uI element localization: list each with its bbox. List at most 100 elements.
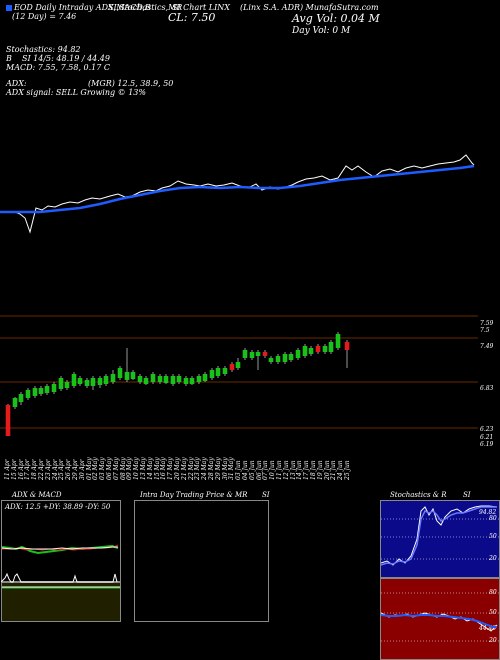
price-tick-3: 7.49: [480, 343, 494, 350]
candle-body: [189, 378, 195, 384]
candle-body: [97, 378, 103, 385]
candle-body: [275, 356, 281, 362]
candle-body: [308, 348, 314, 354]
candle-body: [344, 342, 350, 350]
stoch-panel-title: Stochastics & R: [390, 491, 447, 499]
macd-lines: [2, 586, 120, 589]
candle-body: [51, 384, 57, 392]
adx-label: ADX:: [6, 79, 27, 88]
candle-body: [295, 350, 301, 358]
intraday-panel-title-b: SI: [262, 491, 270, 499]
date-label: 14 May: [146, 457, 154, 480]
candle-body: [103, 376, 109, 384]
date-label: 29 May: [214, 457, 222, 480]
candle-body: [117, 368, 123, 378]
date-label: 28 May: [208, 457, 215, 480]
stoch-lines: [381, 505, 499, 566]
candle-body: [288, 354, 294, 360]
stoch-tick-80: 80: [489, 515, 497, 522]
avg-volume: Avg Vol: 0.04 M: [292, 12, 380, 25]
rsi-tick-20: 20: [489, 637, 497, 644]
header-line2: (12 Day) = 7.46: [12, 12, 77, 21]
price-tick-5: 6.23: [480, 426, 494, 433]
candle-body: [202, 374, 208, 381]
candle-body: [110, 374, 116, 382]
candle-body: [249, 352, 255, 358]
stoch-tick-50: 50: [489, 533, 497, 540]
candle-body: [32, 388, 38, 396]
candle-body: [262, 352, 268, 356]
candles: [5, 332, 350, 436]
candle-body: [25, 390, 31, 398]
date-label: 22 Apr: [38, 459, 45, 480]
stoch-panel-title-b: SI: [463, 491, 471, 499]
date-label: 18 Jun: [310, 460, 317, 480]
rsi-value: SI 14/5: 48.19 / 44.49: [22, 54, 110, 63]
candle-body: [229, 364, 235, 370]
candle-body: [222, 368, 228, 374]
intraday-panel: [134, 500, 269, 622]
candle-body: [183, 378, 189, 384]
candle-body: [58, 378, 64, 389]
price-chart: [0, 154, 478, 436]
candle-body: [64, 382, 70, 388]
candle-body: [18, 394, 24, 402]
rsi-panel: 80 50 20 44.49: [380, 578, 500, 660]
date-label: 12 Jun: [282, 460, 290, 480]
date-label: 29 Apr: [72, 459, 79, 480]
date-label: 30 Apr: [78, 459, 86, 480]
candle-body: [235, 362, 241, 368]
candle-body: [130, 372, 136, 379]
candle-body: [77, 378, 83, 384]
candle-body: [124, 372, 130, 380]
candle-body: [242, 350, 248, 358]
price-line: [0, 154, 475, 234]
adx-panel-value: ADX: 12.5 +DY: 38.89 -DY: 50: [5, 503, 111, 511]
price-tick-7: 6.19: [480, 441, 494, 448]
candle-body: [38, 388, 44, 394]
candle-body: [90, 378, 96, 386]
rsi-tick-80: 80: [489, 589, 497, 596]
header-line1-right-b: (Linx S.A. ADR) MunafaSutra.com: [240, 3, 379, 12]
price-tick-4: 6.83: [480, 385, 494, 392]
candle-body: [322, 346, 328, 352]
candle-body: [302, 346, 308, 356]
close-price: CL: 7.50: [168, 11, 216, 24]
price-tick-1: 7.59: [480, 320, 494, 327]
candle-body: [12, 398, 18, 407]
candle-body: [209, 370, 215, 378]
candle-body: [328, 342, 334, 352]
header-line1-right-a: SI Chart LINX: [172, 3, 230, 12]
date-label: 07 May: [112, 457, 120, 480]
candle-body: [150, 374, 156, 382]
price-tick-6: 6.21: [480, 434, 494, 441]
date-label: 06 May: [106, 457, 113, 480]
date-label: 05 Jun: [248, 460, 256, 480]
header-line1-mid: SI,Stochastics,MR: [108, 3, 183, 12]
candle-body: [44, 386, 50, 393]
candle-body: [268, 358, 274, 362]
adx-lines: [2, 544, 119, 555]
candle-body: [84, 380, 90, 386]
stoch-value: 94.82: [479, 509, 497, 516]
stochastics-panel: 80 50 20 94.82: [380, 500, 500, 578]
date-label: 04 Jun: [242, 460, 249, 480]
macd-panel: [1, 582, 121, 622]
candle-body: [215, 368, 221, 376]
sma-line: [0, 164, 475, 214]
macd-value: MACD: 7.55, 7.58, 0.17 C: [6, 63, 111, 72]
date-label: 21 May: [180, 457, 188, 480]
date-label: 19 Jun: [316, 460, 324, 480]
macd-peaks: [1, 572, 118, 583]
candle-body: [335, 334, 341, 348]
b-label: B: [6, 54, 12, 63]
rsi-lines: [381, 592, 499, 642]
candle-body: [71, 374, 77, 386]
date-axis: 11 Apr 15 Apr 16 Apr 17 Apr 18 Apr 22 Apr 23 A…: [0, 446, 500, 486]
candle-body: [196, 376, 202, 382]
date-label: 25 Jun: [344, 460, 351, 480]
intraday-panel-title: Intra Day Trading Price & MR: [140, 491, 248, 499]
date-label: 11 Jun: [276, 460, 283, 480]
candle-body: [282, 354, 288, 362]
candle-body: [170, 376, 176, 384]
